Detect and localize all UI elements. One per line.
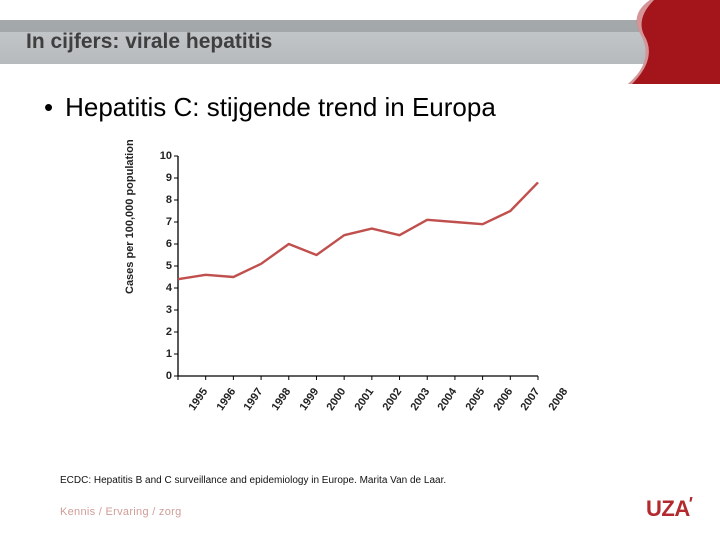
bullet-item: • Hepatitis C: stijgende trend in Europa xyxy=(44,92,690,123)
logo-accent: ' xyxy=(688,494,692,515)
slide: In cijfers: virale hepatitis • Hepatitis… xyxy=(0,0,720,540)
chart-plot-area xyxy=(130,150,550,388)
chart-x-tick: 2002 xyxy=(380,386,404,413)
slide-title: In cijfers: virale hepatitis xyxy=(26,30,272,54)
bullet-list: • Hepatitis C: stijgende trend in Europa xyxy=(44,92,690,123)
chart-x-tick: 2005 xyxy=(463,386,487,413)
header-corner-shape xyxy=(600,0,720,84)
header-band: In cijfers: virale hepatitis xyxy=(0,20,720,64)
chart-x-tick: 2000 xyxy=(325,386,349,413)
chart-x-tick: 2006 xyxy=(491,386,515,413)
bullet-text: Hepatitis C: stijgende trend in Europa xyxy=(65,92,496,123)
chart-x-tick: 2004 xyxy=(436,386,460,413)
chart-x-tick: 2008 xyxy=(546,386,570,413)
citation-text: ECDC: Hepatitis B and C surveillance and… xyxy=(60,475,446,486)
brand-logo: UZA ' xyxy=(646,496,694,522)
tagline-text: Kennis / Ervaring / zorg xyxy=(60,506,182,518)
line-chart: Cases per 100,000 population 01234567891… xyxy=(130,150,560,450)
chart-x-tick: 1999 xyxy=(297,386,321,413)
chart-x-tick: 1998 xyxy=(270,386,294,413)
chart-x-tick: 2003 xyxy=(408,386,432,413)
logo-text: UZA xyxy=(646,496,690,522)
chart-x-tick: 2001 xyxy=(353,386,377,413)
chart-data-line xyxy=(178,182,538,279)
chart-x-tick: 1996 xyxy=(214,386,238,413)
bullet-marker: • xyxy=(44,92,53,122)
chart-x-tick: 1997 xyxy=(242,386,266,413)
chart-x-tick: 2007 xyxy=(519,386,543,413)
chart-x-tick: 1995 xyxy=(186,386,210,413)
